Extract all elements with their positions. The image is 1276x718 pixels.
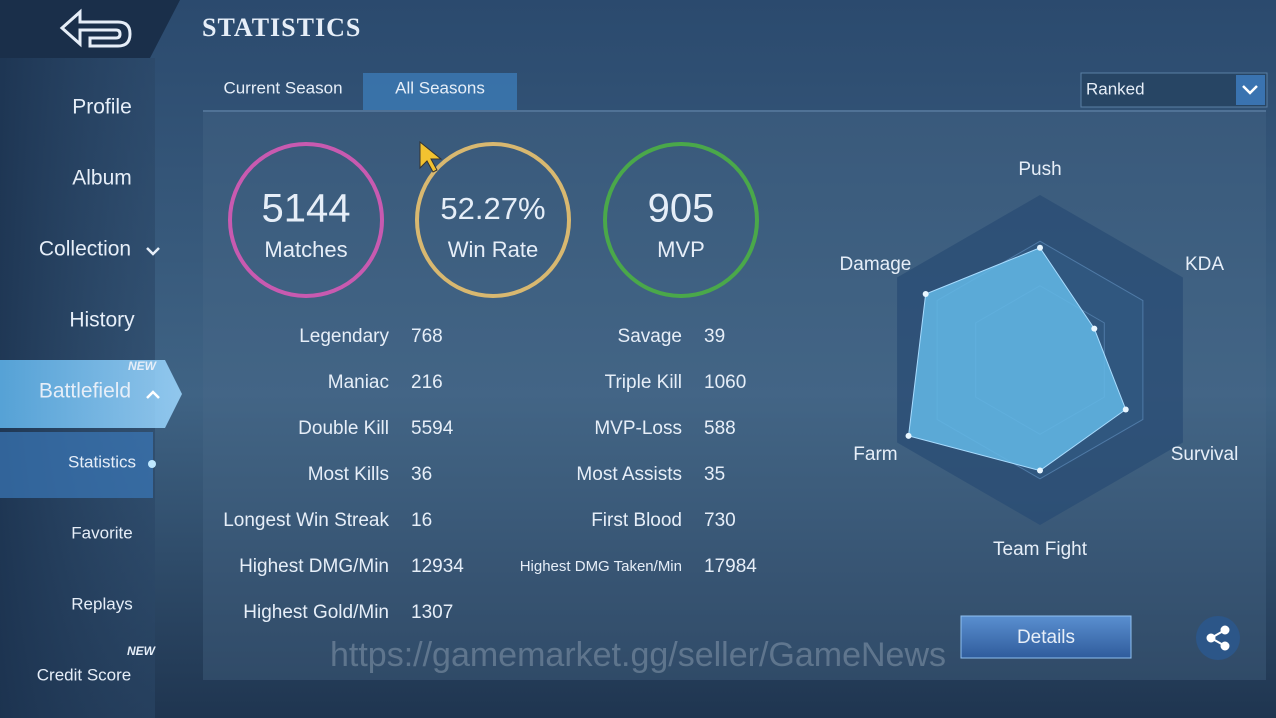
radar-point: [1037, 244, 1043, 251]
stat-value: 768: [411, 326, 443, 347]
summary-value: 52.27%: [440, 191, 545, 226]
tab-active: [363, 73, 517, 110]
stat-label: MVP-Loss: [594, 418, 682, 439]
sidebar-item[interactable]: Profile: [72, 96, 132, 119]
tab[interactable]: All Seasons: [395, 78, 485, 97]
back-button[interactable]: [59, 8, 132, 48]
summary-label: Matches: [264, 237, 347, 262]
sidebar-item[interactable]: Album: [72, 167, 132, 190]
stat-label: Most Kills: [308, 464, 389, 485]
stat-label: Most Assists: [576, 464, 682, 485]
radar-point: [1037, 467, 1043, 474]
stat-label: Double Kill: [298, 418, 389, 439]
matches-ring: [228, 142, 384, 298]
button-label: Details: [1017, 627, 1075, 648]
stat-label: Legendary: [299, 326, 389, 347]
radar-point: [905, 432, 912, 439]
stat-value: 17984: [704, 556, 757, 577]
radar-point: [1091, 325, 1098, 332]
radar-label: Damage: [840, 254, 912, 275]
stat-label: Highest DMG Taken/Min: [520, 558, 682, 575]
summary-label: Win Rate: [448, 237, 538, 262]
summary-value: 905: [648, 187, 715, 231]
stat-value: 588: [704, 418, 736, 439]
stat-value: 216: [411, 372, 443, 393]
dropdown-label: Ranked: [1086, 79, 1145, 98]
stat-label: Highest DMG/Min: [239, 556, 389, 577]
stat-label: Savage: [618, 326, 682, 347]
page-title: STATISTICS: [202, 13, 361, 42]
cursor: [419, 140, 443, 173]
radar-label: Team Fight: [993, 539, 1088, 560]
radar-point: [1122, 406, 1129, 413]
stat-value: 39: [704, 326, 725, 347]
summary-value: 5144: [262, 187, 351, 231]
stat-label: Highest Gold/Min: [243, 602, 389, 623]
battlefield-chevron: [146, 390, 160, 399]
share-button[interactable]: [1196, 616, 1240, 660]
stat-value: 5594: [411, 418, 454, 439]
sidebar-item[interactable]: Credit Score: [37, 665, 131, 684]
mvp-ring: [603, 142, 759, 298]
winrate-ring: [415, 142, 571, 298]
sidebar-item[interactable]: History: [69, 309, 135, 332]
new-badge: NEW: [127, 644, 157, 658]
battlefield-highlight: [0, 360, 182, 428]
statistics-highlight: [0, 432, 153, 498]
stat-value: 36: [411, 464, 432, 485]
dropdown-arrow-box: [1236, 75, 1265, 105]
radar-point: [922, 291, 929, 297]
stat-label: Triple Kill: [605, 372, 682, 393]
dropdown-arrow: [1242, 85, 1258, 95]
radar-label: Push: [1018, 159, 1061, 180]
stat-value: 730: [704, 510, 736, 531]
sidebar-item[interactable]: Statistics: [68, 452, 136, 471]
radar-label: KDA: [1185, 254, 1224, 275]
stat-value: 16: [411, 510, 432, 531]
sidebar-item[interactable]: Battlefield: [39, 380, 131, 403]
share-icon: [1206, 625, 1230, 651]
sidebar-item[interactable]: Replays: [71, 594, 132, 613]
stat-value: 1307: [411, 602, 453, 623]
stat-value: 12934: [411, 556, 464, 577]
details-button[interactable]: [960, 615, 1132, 659]
stat-value: 35: [704, 464, 725, 485]
tab[interactable]: Current Season: [223, 78, 342, 97]
stat-label: Longest Win Streak: [223, 510, 389, 531]
stat-label: Maniac: [328, 372, 389, 393]
radar-label: Survival: [1171, 444, 1239, 465]
stat-value: 1060: [704, 372, 746, 393]
active-dot: [148, 460, 156, 468]
watermark: https://gamemarket.gg/seller/GameNews: [330, 636, 946, 674]
sidebar-item[interactable]: Favorite: [71, 523, 132, 542]
stat-label: First Blood: [591, 510, 682, 531]
collection-chevron: [146, 247, 160, 256]
radar-label: Farm: [853, 444, 897, 465]
summary-label: MVP: [657, 237, 705, 262]
new-badge: NEW: [128, 359, 158, 373]
sidebar-item[interactable]: Collection: [39, 238, 131, 261]
